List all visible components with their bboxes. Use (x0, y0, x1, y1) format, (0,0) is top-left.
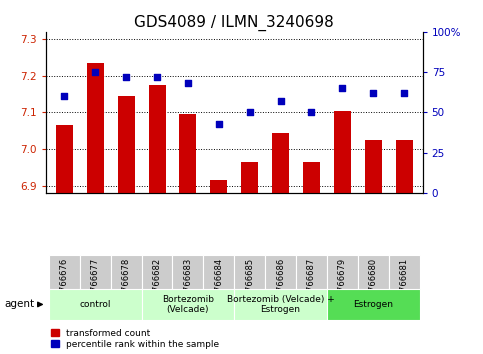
Bar (389, 255, 420, 289)
Point (91, 69, 99, 75)
Text: Estrogen: Estrogen (353, 300, 393, 309)
Bar (358, 255, 389, 289)
Bar (49, 255, 80, 289)
Text: GSM766676: GSM766676 (60, 258, 69, 309)
Point (60, 93, 68, 99)
Bar (234, 289, 327, 320)
Bar (172, 255, 203, 289)
Bar (56, 125, 73, 193)
Text: GSM766679: GSM766679 (338, 258, 347, 309)
Bar (334, 110, 351, 193)
Bar (142, 289, 234, 320)
Text: GSM766680: GSM766680 (369, 258, 378, 309)
Text: control: control (80, 300, 111, 309)
Bar (49, 289, 142, 320)
Point (369, 90, 377, 96)
Text: GSM766677: GSM766677 (91, 258, 100, 309)
Text: GSM766685: GSM766685 (245, 258, 254, 309)
Bar (234, 255, 265, 289)
Bar (396, 140, 412, 193)
Bar (272, 132, 289, 193)
Point (246, 110, 254, 115)
Bar (327, 289, 420, 320)
Bar (327, 255, 358, 289)
Point (400, 90, 408, 96)
Bar (80, 255, 111, 289)
Text: GSM766687: GSM766687 (307, 258, 316, 309)
Bar (203, 255, 234, 289)
Title: GDS4089 / ILMN_3240698: GDS4089 / ILMN_3240698 (134, 14, 334, 30)
Text: GSM766686: GSM766686 (276, 258, 285, 309)
Point (339, 85, 346, 91)
Point (122, 74, 130, 80)
Bar (265, 255, 296, 289)
Point (308, 110, 315, 115)
Text: agent: agent (5, 299, 35, 309)
Text: Bortezomib
(Velcade): Bortezomib (Velcade) (162, 295, 214, 314)
Text: GSM766682: GSM766682 (153, 258, 161, 309)
Text: GSM766678: GSM766678 (122, 258, 131, 309)
Bar (142, 255, 172, 289)
Point (215, 121, 223, 126)
Text: GSM766683: GSM766683 (184, 258, 192, 309)
Text: GSM766681: GSM766681 (399, 258, 409, 309)
Bar (241, 162, 258, 193)
Bar (296, 255, 327, 289)
Bar (87, 63, 104, 193)
Bar (303, 162, 320, 193)
Bar (365, 140, 382, 193)
Bar (118, 96, 135, 193)
Point (184, 81, 192, 86)
Legend: transformed count, percentile rank within the sample: transformed count, percentile rank withi… (50, 328, 220, 349)
Bar (210, 180, 227, 193)
Text: Bortezomib (Velcade) +
Estrogen: Bortezomib (Velcade) + Estrogen (227, 295, 334, 314)
Bar (180, 114, 197, 193)
Point (153, 74, 161, 80)
Text: GSM766684: GSM766684 (214, 258, 223, 309)
Bar (111, 255, 142, 289)
Bar (149, 85, 166, 193)
Point (277, 98, 284, 104)
